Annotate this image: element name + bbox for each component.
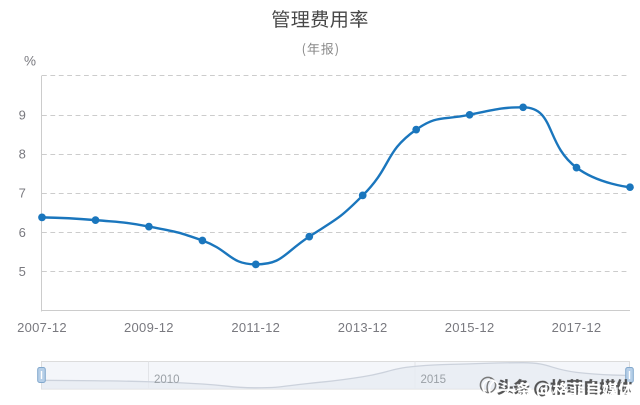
svg-text:2009-12: 2009-12 — [124, 320, 174, 335]
svg-text:6: 6 — [19, 225, 26, 240]
svg-text:8: 8 — [19, 147, 26, 162]
svg-text:7: 7 — [19, 186, 26, 201]
svg-text:2013-12: 2013-12 — [338, 320, 388, 335]
svg-text:5: 5 — [19, 264, 26, 279]
svg-text:2010: 2010 — [154, 374, 180, 386]
svg-text:%: % — [24, 54, 36, 69]
svg-text:2015: 2015 — [421, 374, 447, 386]
svg-text:2011-12: 2011-12 — [231, 320, 280, 335]
svg-text:2007-12: 2007-12 — [17, 320, 67, 335]
svg-text:9: 9 — [19, 107, 26, 122]
svg-text:2015-12: 2015-12 — [445, 320, 495, 335]
svg-text:2017-12: 2017-12 — [552, 320, 602, 335]
